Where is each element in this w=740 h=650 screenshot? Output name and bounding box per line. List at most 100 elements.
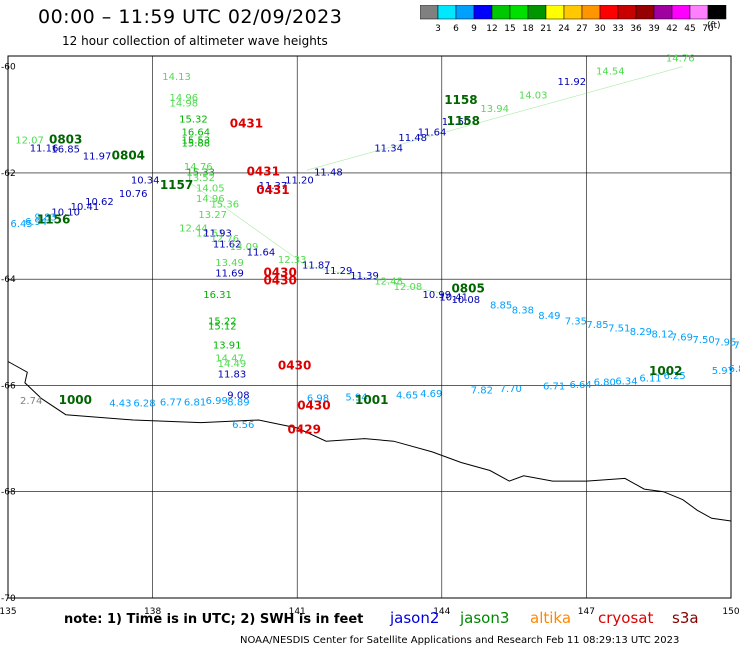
wave-height-label: 6.25 xyxy=(664,371,686,382)
wave-height-label: 13.52 xyxy=(186,173,215,184)
wave-height-label: 14.76 xyxy=(666,53,695,64)
wave-height-label: 10.76 xyxy=(119,189,148,200)
pass-time-label: 1158 xyxy=(444,93,477,107)
color-scale-swatch xyxy=(473,5,493,20)
wave-height-label: 7.82 xyxy=(471,385,493,396)
wave-height-label: 11.87 xyxy=(302,261,331,272)
wave-height-label: 13.09 xyxy=(230,242,259,253)
wave-height-label: 11.64 xyxy=(247,247,276,258)
pass-time-label: 0431 xyxy=(256,183,289,197)
color-scale-label: 42 xyxy=(666,24,677,34)
wave-height-label: 12.07 xyxy=(15,136,44,147)
color-scale-label: 70 xyxy=(702,24,714,34)
wave-height-label: 14.98 xyxy=(169,98,198,109)
pass-time-label: 0804 xyxy=(112,149,145,163)
wave-height-label: 14.13 xyxy=(162,72,191,83)
wave-height-label: 6.77 xyxy=(160,398,182,409)
wave-height-label: 15.32 xyxy=(179,114,208,125)
color-scale-label: 24 xyxy=(558,24,570,34)
color-scale-swatch xyxy=(455,5,475,20)
wave-height-label: 14.03 xyxy=(519,91,548,102)
wave-height-label: 7.70 xyxy=(500,384,522,395)
color-scale-unit: (ft) xyxy=(707,21,721,31)
wave-height-label: 7.35 xyxy=(565,316,587,327)
wave-height-label: 7.69 xyxy=(671,332,693,343)
wave-height-label: 11.64 xyxy=(418,128,447,139)
color-scale-swatch xyxy=(599,5,619,20)
wave-height-label: 12.76 xyxy=(210,234,239,245)
color-scale-label: 3 xyxy=(435,24,441,34)
wave-height-label: 6.56 xyxy=(232,420,254,431)
longitude-label: 138 xyxy=(144,607,161,617)
wave-height-label: 14.05 xyxy=(196,184,225,195)
pass-time-label: 0430 xyxy=(278,359,311,373)
pass-time-label: 1000 xyxy=(59,393,92,407)
wave-height-label: 12.48 xyxy=(374,276,403,287)
coastline xyxy=(7,361,732,522)
color-scale-label: 33 xyxy=(612,24,623,34)
pass-time-label: 1002 xyxy=(649,364,682,378)
color-scale-swatch xyxy=(707,5,727,20)
wave-height-label: 8.38 xyxy=(512,306,534,317)
wave-height-label: 13.94 xyxy=(480,104,509,115)
wave-height-label: 11.50 xyxy=(442,117,471,128)
wave-height-label: 6.28 xyxy=(133,399,155,410)
color-scale-swatch xyxy=(545,5,565,20)
wave-height-label: 4.65 xyxy=(396,391,418,402)
wave-height-label: 13.91 xyxy=(213,340,242,351)
wave-height-label: 14.76 xyxy=(184,162,213,173)
wave-height-label: 7.85 xyxy=(586,320,608,331)
pass-time-label: 0431 xyxy=(247,165,280,179)
wave-height-label: 14.49 xyxy=(218,359,247,370)
longitude-label: 144 xyxy=(433,607,450,617)
latitude-label: -66 xyxy=(1,381,16,391)
wave-height-label: 13.27 xyxy=(198,210,227,221)
wave-height-label: 2.74 xyxy=(20,396,42,407)
wave-height-label: 6.94 xyxy=(25,217,47,228)
legend-cryosat: cryosat xyxy=(598,609,654,627)
wave-height-label: 11.93 xyxy=(203,229,232,240)
wave-height-label: 16.85 xyxy=(51,145,80,156)
color-scale-label: 27 xyxy=(576,24,587,34)
wave-height-label: 10.10 xyxy=(51,207,80,218)
color-scale-label: 15 xyxy=(504,24,515,34)
color-scale-swatch xyxy=(689,5,709,20)
pass-time-label: 1157 xyxy=(160,178,193,192)
wave-height-label: 10.62 xyxy=(85,197,114,208)
wave-height-label: 11.97 xyxy=(83,152,112,163)
wave-height-label: 14.47 xyxy=(215,354,244,365)
pass-time-label: 0430 xyxy=(263,273,296,287)
wave-height-label: 6.80 xyxy=(594,377,616,388)
wave-height-label: 15.88 xyxy=(182,138,211,149)
wave-height-label: 4.69 xyxy=(420,389,442,400)
color-scale-label: 9 xyxy=(471,24,477,34)
wave-height-label: 13.49 xyxy=(215,258,244,269)
wave-height-label: 11.83 xyxy=(218,369,247,380)
longitude-label: 135 xyxy=(0,607,17,617)
wave-height-label: 8.12 xyxy=(651,330,673,341)
wave-height-label: 14.96 xyxy=(169,93,198,104)
wave-height-label: 11.48 xyxy=(398,133,427,144)
wave-height-label: 6.99 xyxy=(206,396,228,407)
footer-note: note: 1) Time is in UTC; 2) SWH is in fe… xyxy=(64,612,364,627)
wave-height-label: 11.20 xyxy=(285,176,314,187)
wave-height-label: 8.49 xyxy=(538,311,560,322)
wave-height-label: 6.11 xyxy=(639,374,661,385)
color-scale-swatch xyxy=(581,5,601,20)
color-scale-label: 12 xyxy=(486,24,497,34)
wave-height-label: 6.81 xyxy=(184,398,206,409)
color-scale-swatch xyxy=(617,5,637,20)
color-scale-swatch xyxy=(635,5,655,20)
pass-time-label: 0430 xyxy=(263,266,296,280)
color-scale-swatch xyxy=(420,5,439,20)
color-scale-swatch xyxy=(671,5,691,20)
wave-height-label: 12.44 xyxy=(179,223,208,234)
color-scale-swatch xyxy=(527,5,547,20)
color-scale-label: 30 xyxy=(594,24,606,34)
wave-height-label: 6.34 xyxy=(615,376,637,387)
pass-time-label: 1001 xyxy=(355,393,388,407)
wave-height-label: 6.98 xyxy=(307,393,329,404)
wave-height-label: 15.36 xyxy=(210,199,239,210)
color-scale-label: 45 xyxy=(684,24,695,34)
